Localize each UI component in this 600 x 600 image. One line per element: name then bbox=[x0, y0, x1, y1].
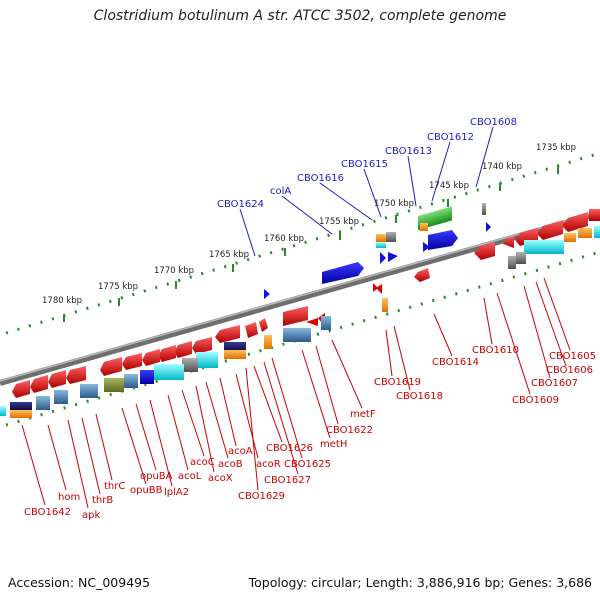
scale-tick-label: 1745 kbp bbox=[429, 181, 469, 191]
gene-label-bottom: CBO1614 bbox=[432, 357, 479, 368]
gene-label-bottom: metH bbox=[320, 439, 347, 450]
gene-label-bottom: CBO1642 bbox=[24, 507, 71, 518]
gene-label-bottom: lplA2 bbox=[164, 487, 189, 498]
scale-tick-label: 1760 kbp bbox=[264, 234, 304, 244]
scale-tick-label: 1780 kbp bbox=[42, 296, 82, 306]
gene-label-bottom: CBO1622 bbox=[326, 425, 373, 436]
top-leader-lines bbox=[239, 126, 494, 257]
gene-label-bottom: acoX bbox=[208, 473, 233, 484]
map-title: Clostridium botulinum A str. ATCC 3502, … bbox=[93, 8, 507, 24]
reverse-strand-genes bbox=[0, 209, 600, 418]
gene-label-top: CBO1615 bbox=[341, 159, 388, 170]
gene-label-top: CBO1613 bbox=[385, 146, 432, 157]
gene-label-bottom: thrC bbox=[104, 481, 125, 492]
gene-label-bottom: CBO1619 bbox=[374, 377, 421, 388]
accession-text: Accession: NC_009495 bbox=[8, 575, 151, 590]
gene-label-top: CBO1624 bbox=[217, 199, 264, 210]
gene-label-bottom: acoA bbox=[228, 446, 253, 457]
gene-label-bottom: metF bbox=[350, 409, 376, 420]
genome-summary-text: Topology: circular; Length: 3,886,916 bp… bbox=[248, 575, 592, 590]
gene-label-bottom: acoB bbox=[218, 459, 243, 470]
scale-tick-label: 1740 kbp bbox=[482, 162, 522, 172]
scale-tick-label: 1770 kbp bbox=[154, 266, 194, 276]
gene-label-bottom: hom bbox=[58, 492, 80, 503]
gene-label-bottom: CBO1627 bbox=[264, 475, 311, 486]
gene-label-bottom: thrB bbox=[92, 495, 113, 506]
scale-major-ticks bbox=[63, 166, 559, 322]
gene-label-top: CBO1616 bbox=[297, 173, 344, 184]
gene-label-bottom: CBO1610 bbox=[472, 345, 519, 356]
gene-label-bottom: acoL bbox=[178, 471, 202, 482]
scale-tick-label: 1750 kbp bbox=[374, 199, 414, 209]
gene-label-bottom: CBO1605 bbox=[549, 351, 596, 362]
genome-backbone bbox=[0, 210, 600, 386]
forward-strand-genes bbox=[264, 203, 491, 299]
gene-label-bottom: CBO1625 bbox=[284, 459, 331, 470]
gene-label-bottom: opuBB bbox=[130, 485, 163, 496]
gene-label-bottom: CBO1606 bbox=[546, 365, 593, 376]
scale-tick-label: 1765 kbp bbox=[209, 250, 249, 260]
gene-label-top: colA bbox=[270, 186, 291, 197]
gene-label-bottom: CBO1626 bbox=[266, 443, 313, 454]
gene-label-bottom: opuBA bbox=[140, 471, 173, 482]
gene-label-bottom: CBO1618 bbox=[396, 391, 443, 402]
gene-label-bottom: acoR bbox=[256, 459, 281, 470]
gene-label-top: CBO1608 bbox=[470, 117, 517, 128]
gene-label-bottom: CBO1629 bbox=[238, 491, 285, 502]
gene-label-bottom: CBO1607 bbox=[531, 378, 578, 389]
genome-backbone-highlight bbox=[0, 210, 600, 382]
gene-label-top: CBO1612 bbox=[427, 132, 474, 143]
gene-label-bottom: apk bbox=[82, 510, 100, 521]
bottom-leader-lines bbox=[21, 277, 571, 509]
gene-label-bottom: acoC bbox=[190, 457, 215, 468]
scale-tick-label: 1755 kbp bbox=[319, 217, 359, 227]
scale-tick-label: 1775 kbp bbox=[98, 282, 138, 292]
scale-tick-label: 1735 kbp bbox=[536, 143, 576, 153]
gene-label-bottom: CBO1609 bbox=[512, 395, 559, 406]
